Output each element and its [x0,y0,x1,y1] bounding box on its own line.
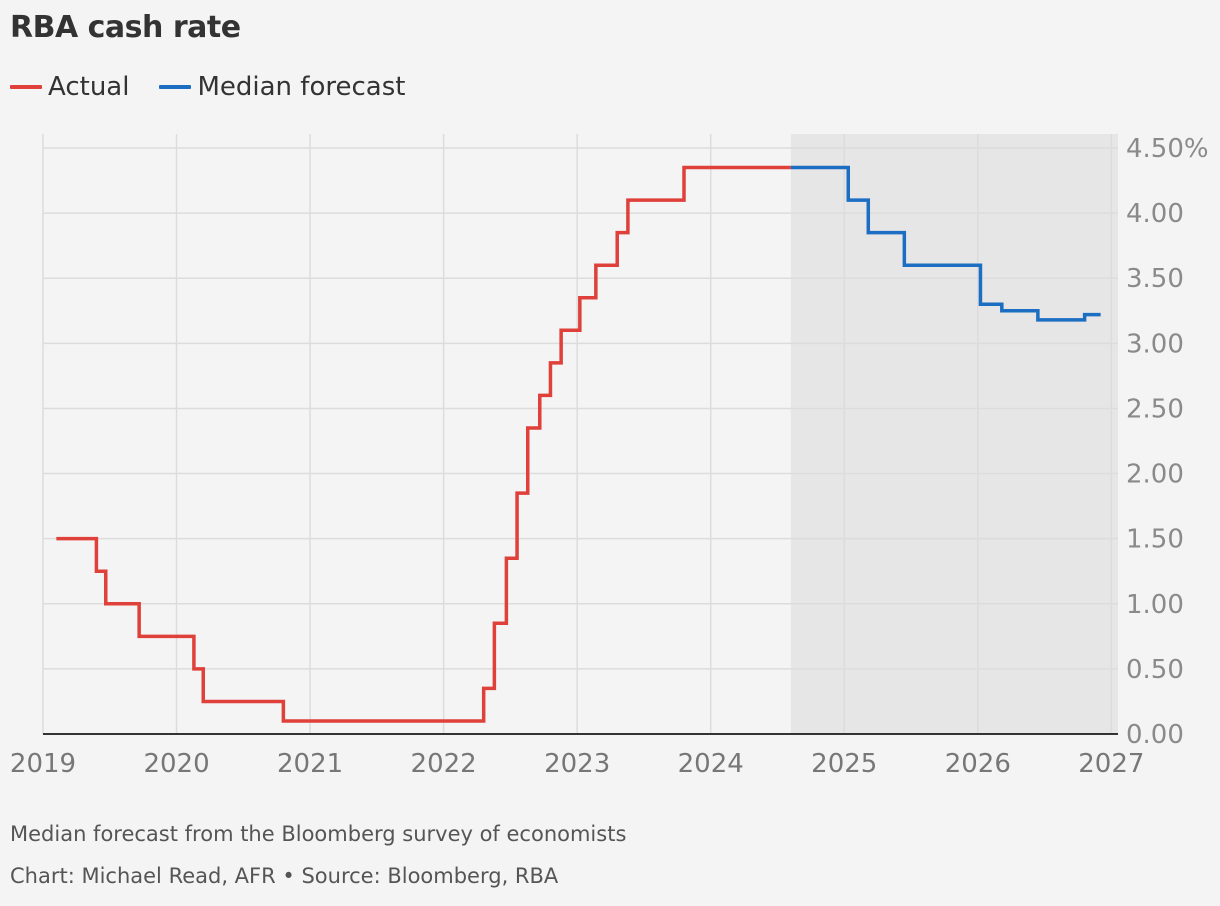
x-tick-label: 2027 [1078,749,1144,779]
legend-item-forecast: Median forecast [159,72,405,102]
series-line-actual [56,165,791,723]
x-tick-label: 2019 [10,749,76,779]
y-tick-label: 2.50 [1126,394,1184,424]
legend-label-forecast: Median forecast [197,72,406,102]
x-tick-label: 2026 [945,749,1011,779]
x-tick-label: 2020 [143,749,209,779]
y-tick-label: 2.00 [1126,460,1184,490]
x-tick-label: 2024 [678,749,744,779]
y-tick-label: 1.50 [1126,525,1184,555]
legend-label-actual: Actual [48,72,130,102]
y-tick-label: 3.00 [1126,329,1184,359]
legend-swatch-actual [10,85,42,89]
chart-plot: 0.00 0.50 1.00 1.50 2.00 2.50 3.00 3.50 4.00 4.50… [10,134,1209,779]
y-tick-label: 3.50 [1126,264,1184,294]
x-tick-label: 2021 [277,749,343,779]
x-tick-label: 2025 [811,749,877,779]
series-line-forecast [790,165,1101,322]
x-tick-label: 2022 [411,749,477,779]
forecast-shading [790,134,1118,734]
chart-source: Chart: Michael Read, AFR • Source: Bloom… [10,864,559,888]
y-tick-label: 4.50% [1126,134,1209,164]
y-tick-label: 0.50 [1126,655,1184,685]
chart-note: Median forecast from the Bloomberg surve… [10,822,627,846]
legend-swatch-forecast [159,85,192,89]
y-tick-label: 1.00 [1126,590,1184,620]
chart-title: RBA cash rate [10,10,241,45]
y-tick-label: 4.00 [1126,199,1184,229]
legend: Actual Median forecast [10,72,405,102]
x-tick-label: 2023 [544,749,610,779]
y-tick-label: 0.00 [1126,720,1184,750]
legend-item-actual: Actual [10,72,129,102]
